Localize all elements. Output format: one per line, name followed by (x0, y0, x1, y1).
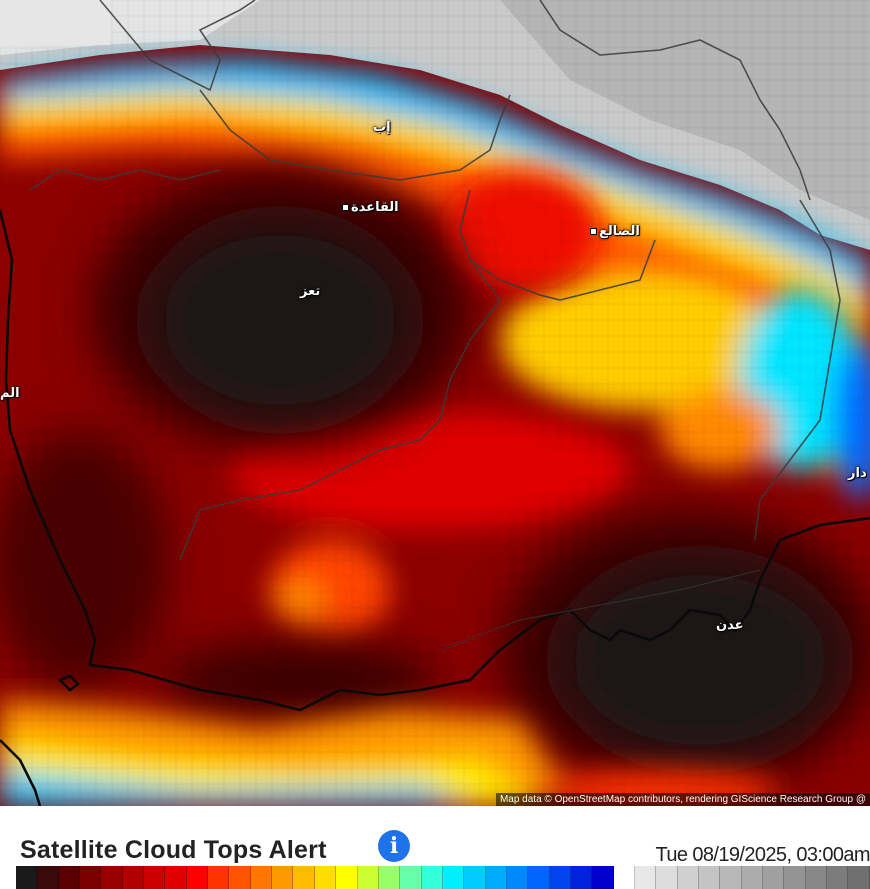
place-label-aden: عدن (716, 618, 744, 633)
color-scale-swatch (144, 866, 166, 889)
color-scale-swatch (848, 866, 870, 889)
color-scale-swatch (336, 866, 358, 889)
color-scale-swatch (741, 866, 764, 889)
color-scale-swatch (37, 866, 59, 889)
color-scale-swatch (314, 866, 337, 889)
color-scale-swatch (208, 866, 230, 889)
color-scale-swatch (400, 866, 422, 889)
color-scale-swatch (699, 866, 721, 889)
color-scale-swatch (58, 866, 81, 889)
place-label-ibb: إب (373, 120, 391, 135)
color-scale-swatch (677, 866, 699, 889)
color-scale-swatch (293, 866, 315, 889)
color-scale-swatch (506, 866, 529, 889)
color-scale-swatch (229, 866, 251, 889)
place-label-qaida: القاعدة (340, 200, 399, 215)
color-scale-swatch (186, 866, 209, 889)
color-scale-swatch (528, 866, 550, 889)
timestamp: Tue 08/19/2025, 03:00am (655, 844, 870, 866)
color-scale-swatch (122, 866, 145, 889)
place-label-taiz: تعز (300, 284, 321, 299)
color-scale-swatch (656, 866, 678, 889)
city-marker-icon (590, 228, 597, 235)
map-attribution[interactable]: Map data © OpenStreetMap contributors, r… (495, 793, 870, 806)
color-scale-swatch (634, 866, 657, 889)
color-scale-swatch (272, 866, 294, 889)
color-scale-swatch (485, 866, 507, 889)
color-scale-swatch (805, 866, 828, 889)
color-scale-bar (16, 866, 870, 889)
color-scale-swatch (165, 866, 187, 889)
color-scale-swatch (250, 866, 273, 889)
color-scale-swatch (720, 866, 742, 889)
place-label-mokha: الم (0, 386, 20, 401)
place-label-lahij: دار (848, 466, 867, 481)
color-scale-swatch (378, 866, 401, 889)
color-scale-swatch (357, 866, 379, 889)
color-scale-swatch (549, 866, 571, 889)
color-scale-swatch (613, 866, 635, 889)
color-scale-swatch (80, 866, 102, 889)
color-scale-swatch (16, 866, 38, 889)
legend-title: Satellite Cloud Tops Alert (20, 836, 327, 864)
city-marker-icon (342, 204, 349, 211)
color-scale-swatch (784, 866, 806, 889)
color-scale-swatch (827, 866, 849, 889)
color-scale-swatch (763, 866, 785, 889)
satellite-map[interactable]: إب القاعدة الضالع تعز الم دار عدن Map da… (0, 0, 870, 806)
info-icon[interactable]: i (378, 830, 410, 862)
color-scale-swatch (101, 866, 123, 889)
color-scale-swatch (592, 866, 614, 889)
color-scale-swatch (442, 866, 465, 889)
legend-panel: Satellite Cloud Tops Alert i Tue 08/19/2… (0, 806, 870, 889)
color-scale-swatch (464, 866, 486, 889)
place-label-dhale: الضالع (588, 224, 640, 239)
color-scale-swatch (570, 866, 593, 889)
color-scale-swatch (421, 866, 443, 889)
cloud-top-raster (0, 0, 870, 806)
